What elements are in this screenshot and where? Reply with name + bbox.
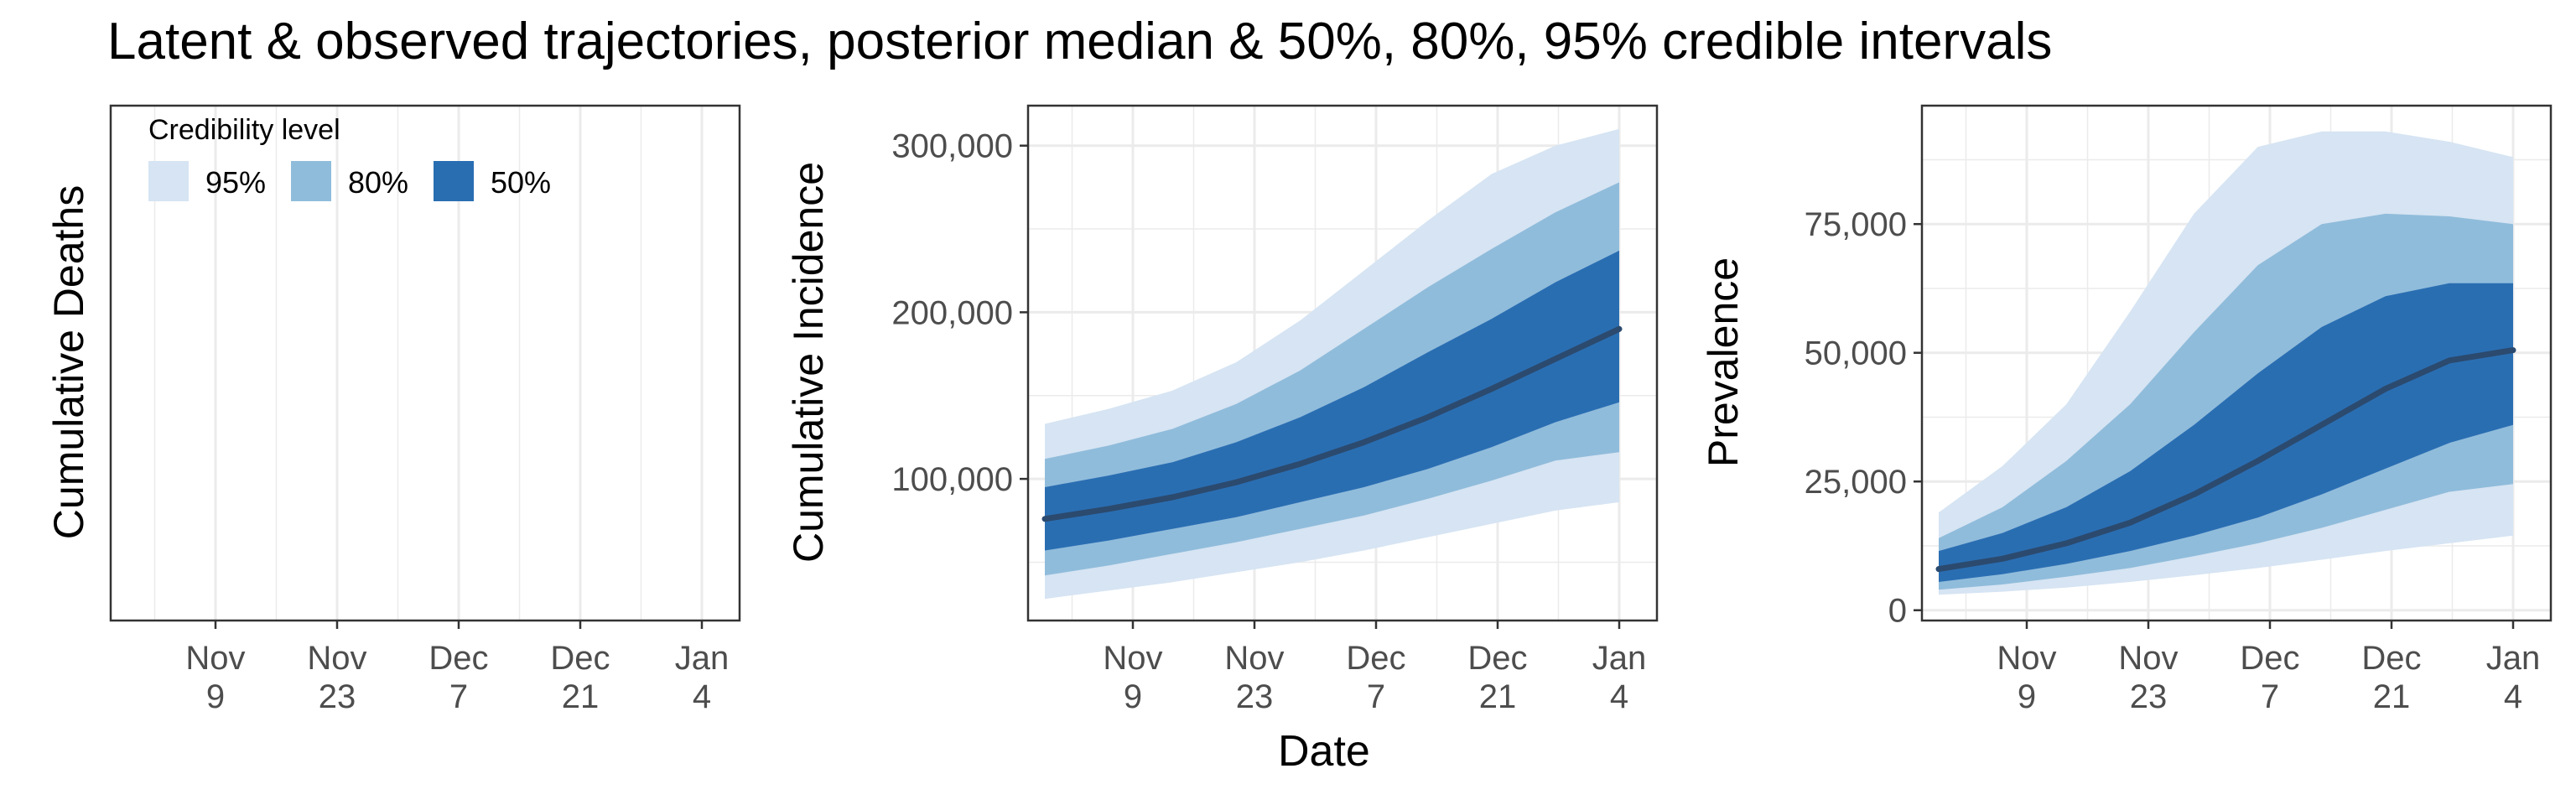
panel-border — [109, 104, 741, 622]
panel-border — [1920, 104, 2553, 622]
legend-label: 95% — [205, 165, 266, 200]
panel-3: Nov 9 Nov 23 Dec 7 Dec 21 Jan 4 0 25,000 50,000 75,00… — [1805, 104, 2553, 715]
legend-label: 50% — [491, 165, 551, 200]
panel-2: Nov 9 Nov 23 Dec 7 Dec 21 Jan 4 100,000 200,000 300,… — [891, 104, 1659, 715]
y-tick-label: 0 — [1888, 593, 1907, 630]
x-tick-label: Dec 7 — [428, 640, 488, 715]
x-tick-label: Nov 9 — [1997, 640, 2056, 715]
median-line — [1935, 347, 2516, 573]
x-tick-label: Nov 23 — [1224, 640, 1284, 715]
ci-band-50pct — [1045, 250, 1619, 551]
legend-key-50pct — [434, 161, 474, 201]
x-axis-label: Date — [1278, 727, 1370, 776]
y-tick-label: 25,000 — [1805, 464, 1907, 501]
x-tick-label: Jan 4 — [675, 640, 730, 715]
legend-label: 80% — [348, 165, 408, 200]
x-tick-label: Jan 4 — [1592, 640, 1647, 715]
x-tick-label: Nov 23 — [307, 640, 366, 715]
y-tick-label: 75,000 — [1805, 206, 1907, 243]
x-tick-label: Dec 21 — [550, 640, 610, 715]
x-tick-label: Dec 21 — [1467, 640, 1527, 715]
legend-title: Credibility level — [148, 114, 340, 146]
x-tick-label: Dec 7 — [1346, 640, 1405, 715]
figure-title: Latent & observed trajectories, posterio… — [107, 13, 2053, 70]
y-tick-label: 100,000 — [891, 461, 1013, 498]
panel-border — [1026, 104, 1659, 622]
y-tick-label: 300,000 — [891, 128, 1013, 165]
x-tick-label: Nov 23 — [2118, 640, 2178, 715]
legend-key-80pct — [291, 161, 331, 201]
x-tick-label: Dec 7 — [2240, 640, 2299, 715]
ci-band-50pct — [1939, 283, 2513, 582]
x-tick-label: Dec 21 — [2361, 640, 2421, 715]
panel-1: Nov 9 Nov 23 Dec 7 Dec 21 Jan 4 Credibility level 9… — [109, 104, 741, 715]
x-tick-label: Nov 9 — [1103, 640, 1162, 715]
x-tick-label: Nov 9 — [185, 640, 245, 715]
x-tick-label: Jan 4 — [2486, 640, 2541, 715]
y-tick-label: 200,000 — [891, 294, 1013, 331]
y-tick-label: 50,000 — [1805, 335, 1907, 372]
median-line — [1041, 325, 1623, 522]
legend-key-95pct — [148, 161, 189, 201]
